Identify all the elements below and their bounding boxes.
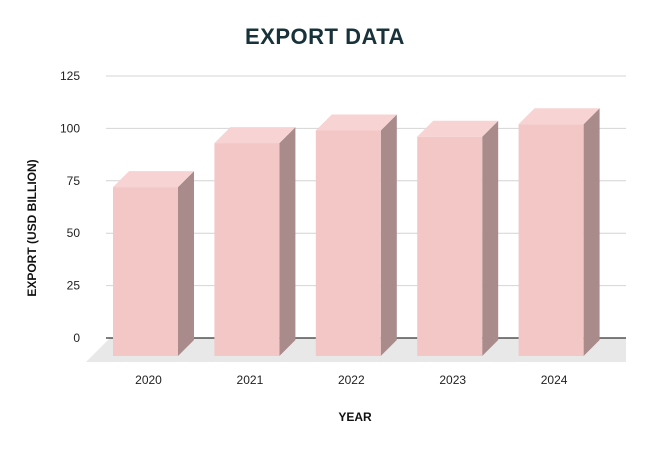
x-axis-title: YEAR bbox=[338, 410, 372, 424]
y-tick-label: 125 bbox=[60, 69, 80, 83]
bar-side bbox=[279, 127, 296, 357]
y-tick-label: 25 bbox=[67, 279, 81, 293]
y-tick-label: 0 bbox=[73, 331, 80, 345]
bar-2024 bbox=[518, 108, 600, 356]
chart-title: EXPORT DATA bbox=[245, 24, 405, 49]
x-axis-ticks: 2020 2021 2022 2023 2024 bbox=[135, 373, 568, 387]
y-tick-label: 100 bbox=[60, 121, 80, 135]
bar-top bbox=[214, 127, 296, 144]
bar-side bbox=[178, 171, 194, 356]
bar-top bbox=[113, 171, 194, 188]
bar-side bbox=[482, 120, 499, 356]
bar-top bbox=[417, 120, 499, 137]
y-tick-label: 75 bbox=[67, 174, 81, 188]
y-axis-title: EXPORT (USD BILLION) bbox=[25, 159, 39, 296]
y-axis-ticks: 0 25 50 75 100 125 bbox=[60, 69, 80, 345]
x-tick-label: 2022 bbox=[338, 373, 365, 387]
bar-front bbox=[417, 136, 483, 356]
bar-side bbox=[380, 114, 397, 356]
bars bbox=[113, 108, 600, 357]
bar-2023 bbox=[417, 120, 499, 356]
x-tick-label: 2023 bbox=[439, 373, 466, 387]
bar-front bbox=[518, 124, 584, 356]
bar-2022 bbox=[315, 114, 397, 356]
x-tick-label: 2024 bbox=[541, 373, 568, 387]
y-tick-label: 50 bbox=[67, 226, 81, 240]
bar-front bbox=[113, 187, 178, 356]
bar-front bbox=[315, 130, 381, 356]
bar-top bbox=[518, 108, 600, 125]
x-tick-label: 2020 bbox=[135, 373, 162, 387]
bar-2021 bbox=[214, 127, 296, 357]
bar-2020 bbox=[113, 171, 194, 356]
bar-side bbox=[583, 108, 600, 356]
bar-top bbox=[315, 114, 397, 131]
x-tick-label: 2021 bbox=[237, 373, 264, 387]
bar-front bbox=[214, 143, 280, 356]
